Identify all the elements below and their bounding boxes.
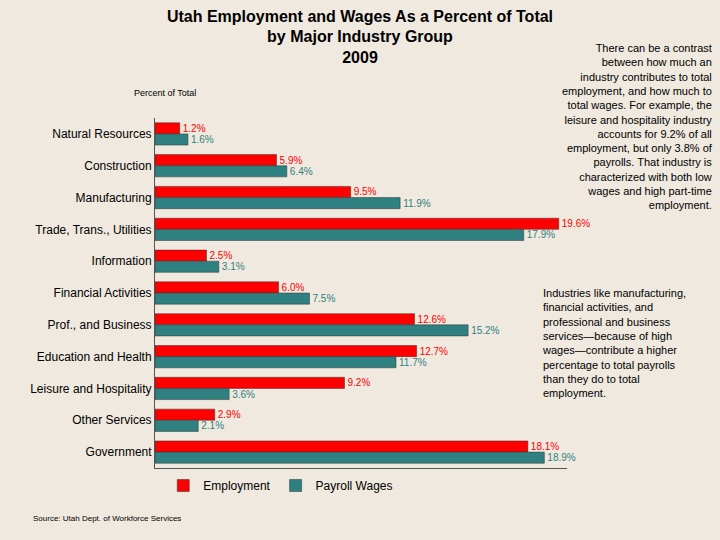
svg-text:Percent of Total: Percent of Total <box>134 88 196 98</box>
svg-text:15.2%: 15.2% <box>471 325 499 336</box>
svg-text:Utah Employment and Wages As a: Utah Employment and Wages As a Percent o… <box>167 8 553 67</box>
svg-text:12.6%: 12.6% <box>418 314 446 325</box>
svg-text:Source: Utah Dept. of Workforc: Source: Utah Dept. of Workforce Services <box>33 514 181 523</box>
svg-text:Information: Information <box>92 254 152 268</box>
svg-text:18.9%: 18.9% <box>547 452 575 463</box>
svg-text:Leisure and Hospitality: Leisure and Hospitality <box>30 382 151 396</box>
svg-text:11.7%: 11.7% <box>399 357 427 368</box>
svg-text:18.1%: 18.1% <box>531 441 559 452</box>
svg-text:Natural Resources: Natural Resources <box>52 127 151 141</box>
svg-text:5.9%: 5.9% <box>280 155 303 166</box>
svg-text:1.2%: 1.2% <box>183 123 206 134</box>
svg-text:Employment: Employment <box>203 479 270 493</box>
svg-text:Financial Activities: Financial Activities <box>54 286 152 300</box>
svg-text:Education and Health: Education and Health <box>37 350 152 364</box>
svg-text:19.6%: 19.6% <box>562 218 590 229</box>
svg-text:Prof., and Business: Prof., and Business <box>48 318 152 332</box>
svg-text:2.1%: 2.1% <box>201 420 224 431</box>
svg-text:Government: Government <box>86 445 153 459</box>
svg-text:7.5%: 7.5% <box>313 293 336 304</box>
svg-text:Other Services: Other Services <box>72 413 151 427</box>
svg-text:11.9%: 11.9% <box>403 198 431 209</box>
svg-text:1.6%: 1.6% <box>191 134 214 145</box>
svg-text:Construction: Construction <box>84 159 151 173</box>
svg-text:Industries like manufacturing,: Industries like manufacturing,financial … <box>542 287 686 399</box>
svg-text:There can be a contrastbetween: There can be a contrastbetween how much … <box>562 42 713 211</box>
svg-text:9.5%: 9.5% <box>354 186 377 197</box>
svg-text:6.0%: 6.0% <box>282 282 305 293</box>
svg-text:6.4%: 6.4% <box>290 166 313 177</box>
svg-text:3.1%: 3.1% <box>222 261 245 272</box>
svg-text:Manufacturing: Manufacturing <box>76 191 152 205</box>
svg-text:12.7%: 12.7% <box>420 346 448 357</box>
svg-text:2.5%: 2.5% <box>210 250 233 261</box>
svg-text:3.6%: 3.6% <box>232 389 255 400</box>
svg-text:2.9%: 2.9% <box>218 409 241 420</box>
svg-text:Payroll Wages: Payroll Wages <box>316 479 393 493</box>
svg-text:Trade, Trans., Utilities: Trade, Trans., Utilities <box>35 223 151 237</box>
svg-text:17.9%: 17.9% <box>527 229 555 240</box>
svg-text:9.2%: 9.2% <box>348 377 371 388</box>
